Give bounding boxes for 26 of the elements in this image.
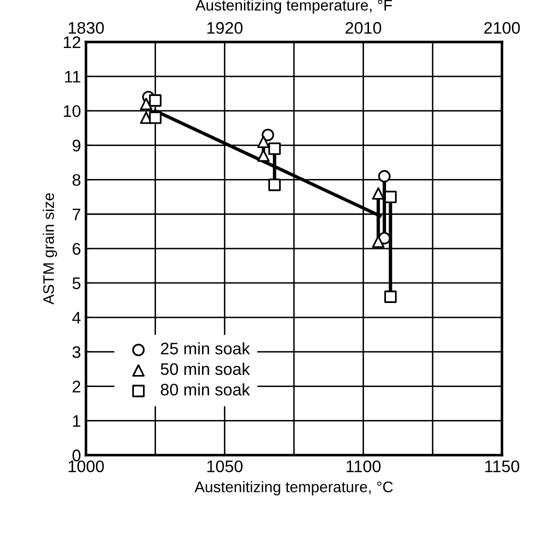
y-tick-label: 4 bbox=[72, 312, 81, 324]
y-tick-label: 11 bbox=[65, 70, 80, 82]
y-tick-label: 7 bbox=[72, 208, 80, 220]
legend-label: 80 min soak bbox=[160, 383, 250, 396]
x2-tick-label: 1920 bbox=[207, 22, 243, 34]
x2-tick-label: 2100 bbox=[484, 22, 520, 34]
y-tick-label: 3 bbox=[72, 346, 80, 358]
x-tick-label: 1000 bbox=[68, 460, 104, 472]
y-tick-label: 1 bbox=[73, 415, 80, 427]
y-tick-label: 9 bbox=[72, 140, 80, 152]
legend-label: 50 min soak bbox=[160, 362, 250, 375]
y-tick-label: 12 bbox=[64, 36, 80, 48]
x-tick-label: 1050 bbox=[207, 460, 243, 472]
x-tick-label: 1150 bbox=[485, 460, 520, 472]
y-tick-label: 2 bbox=[72, 380, 80, 392]
y-tick-label: 0 bbox=[72, 450, 80, 462]
y-tick-label: 5 bbox=[72, 278, 80, 290]
y-tick-label: 10 bbox=[64, 105, 80, 118]
x-tick-label: 1100 bbox=[346, 460, 381, 472]
legend-label: 25 min soak bbox=[160, 342, 250, 354]
x2-tick-label: 1830 bbox=[68, 22, 104, 34]
x2-tick-label: 2010 bbox=[346, 22, 382, 34]
y-tick-label: 8 bbox=[72, 174, 80, 186]
x-axis-title: Austenitizing temperature, °C bbox=[194, 481, 393, 496]
y-tick-label: 6 bbox=[72, 242, 80, 255]
y-axis-title: ASTM grain size bbox=[42, 193, 58, 305]
